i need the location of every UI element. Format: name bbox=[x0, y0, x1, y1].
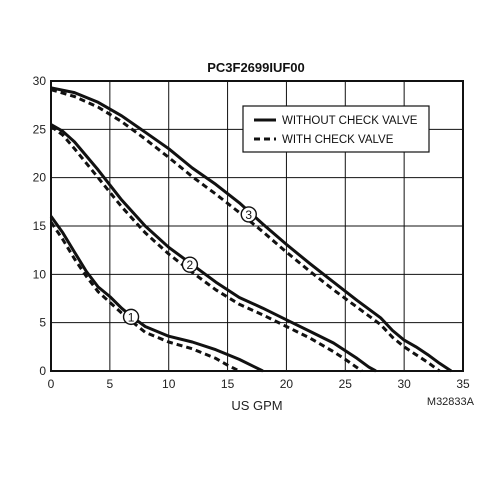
curve-labels: 1 2 3 bbox=[122, 206, 257, 326]
y-tick-label: 20 bbox=[33, 171, 47, 185]
x-tick-label: 25 bbox=[339, 377, 353, 391]
y-tick-label: 15 bbox=[33, 219, 47, 233]
curve-3-without-check-valve-line bbox=[50, 86, 453, 373]
chart-title: PC3F2699IUF00 bbox=[207, 60, 305, 75]
x-axis-label: US GPM bbox=[231, 398, 282, 413]
curve-3-marker bbox=[240, 206, 257, 223]
x-tick-label: 20 bbox=[280, 377, 294, 391]
curve-2-without-check-valve-line bbox=[50, 123, 377, 373]
plot-frame bbox=[50, 80, 464, 372]
y-tick-label: 10 bbox=[33, 267, 47, 281]
x-tick-label: 15 bbox=[221, 377, 235, 391]
curve-2-label: 2 bbox=[187, 258, 194, 272]
x-tick-label: 10 bbox=[162, 377, 176, 391]
axis-ticks: 0 5 10 15 20 25 30 35 0 5 10 15 20 25 30 bbox=[33, 74, 470, 391]
x-tick-label: 0 bbox=[48, 377, 55, 391]
y-tick-label: 30 bbox=[33, 74, 47, 88]
y-tick-label: 0 bbox=[39, 364, 46, 378]
legend-label-with: WITH CHECK VALVE bbox=[282, 134, 394, 146]
curve-2-marker bbox=[181, 256, 199, 273]
legend-label-without: WITHOUT CHECK VALVE bbox=[282, 115, 418, 127]
x-tick-label: 35 bbox=[456, 377, 470, 391]
x-tick-label: 5 bbox=[107, 377, 114, 391]
curve-2-with-check-valve-line bbox=[50, 125, 363, 373]
legend-box bbox=[242, 105, 430, 153]
y-tick-label: 5 bbox=[39, 316, 46, 330]
x-tick-label: 30 bbox=[397, 377, 411, 391]
curve-3-with-check-valve-line bbox=[50, 88, 441, 373]
curve-3-label: 3 bbox=[245, 208, 252, 222]
y-tick-label: 25 bbox=[33, 122, 47, 136]
figure-code: M32833A bbox=[427, 396, 475, 408]
legend: WITHOUT CHECK VALVE WITH CHECK VALVE bbox=[242, 105, 430, 153]
curve-1-marker bbox=[122, 308, 140, 326]
curve-1-label: 1 bbox=[128, 310, 135, 324]
